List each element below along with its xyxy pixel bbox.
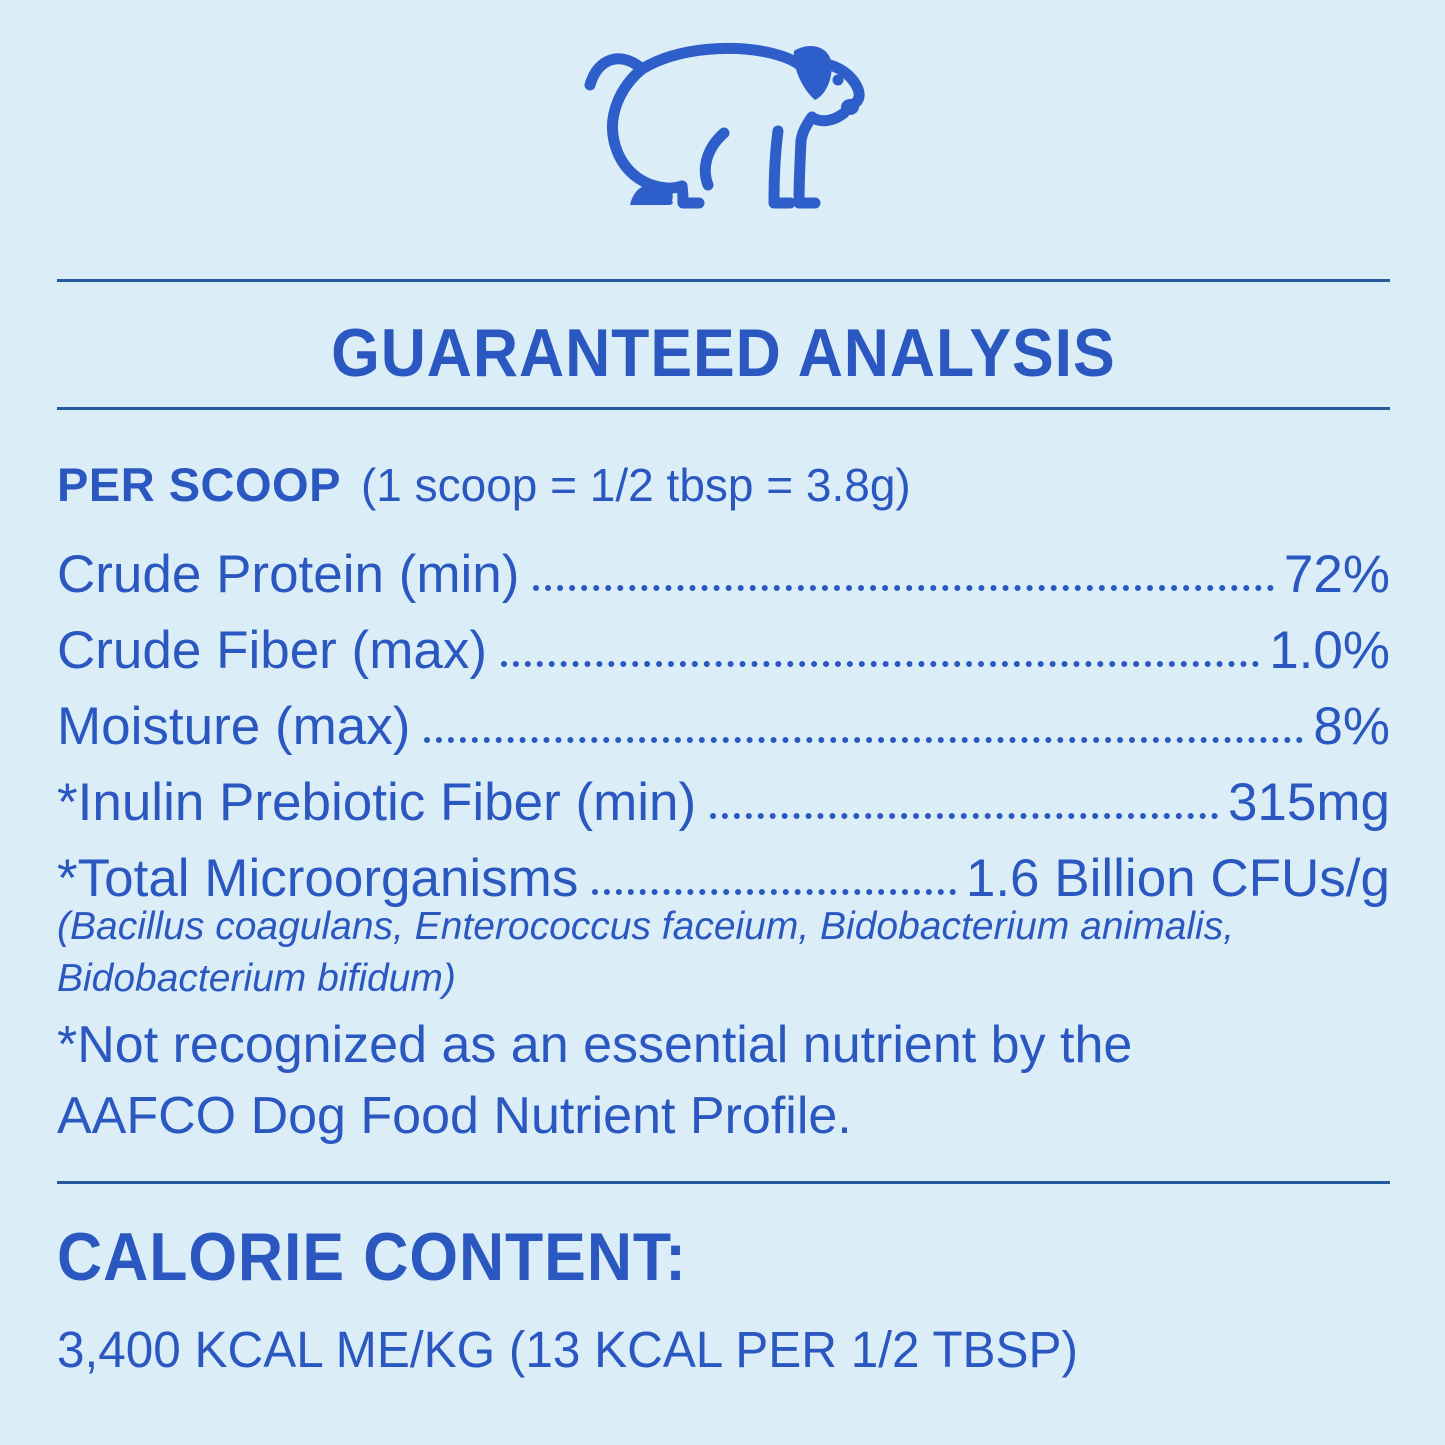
aafco-footnote: *Not recognized as an essential nutrient… xyxy=(57,1010,1390,1152)
table-row: Crude Protein (min) 72% xyxy=(57,528,1390,604)
table-row: Moisture (max) 8% xyxy=(57,680,1390,756)
nutrient-table: Crude Protein (min) 72% Crude Fiber (max… xyxy=(57,528,1390,908)
aafco-footnote-line: AAFCO Dog Food Nutrient Profile. xyxy=(57,1087,852,1145)
per-scoop-line: PER SCOOP (1 scoop = 1/2 tbsp = 3.8g) xyxy=(57,457,1390,512)
section-title-guaranteed-analysis: GUARANTEED ANALYSIS xyxy=(57,314,1390,392)
microorganisms-note-line: (Bacillus coagulans, Enterococcus faceiu… xyxy=(57,905,1235,948)
table-row: *Total Microorganisms 1.6 Billion CFUs/g xyxy=(57,832,1390,908)
calorie-content-value: 3,400 KCAL ME/KG (13 KCAL PER 1/2 TBSP) xyxy=(57,1320,1390,1379)
calorie-content-title-text: CALORIE CONTENT: xyxy=(57,1219,687,1295)
dot-leader xyxy=(710,813,1218,819)
divider-top xyxy=(57,279,1390,282)
microorganisms-note-line: Bidobacterium bifidum) xyxy=(57,957,456,1000)
aafco-footnote-line: *Not recognized as an essential nutrient… xyxy=(57,1016,1133,1074)
pooping-dog-icon xyxy=(582,25,872,215)
nutrient-value: 1.0% xyxy=(1269,620,1390,680)
divider-under-title xyxy=(57,407,1390,410)
nutrient-value: 1.6 Billion CFUs/g xyxy=(965,848,1390,908)
per-scoop-label: PER SCOOP xyxy=(57,458,341,511)
nutrient-value: 8% xyxy=(1313,696,1390,756)
dot-leader xyxy=(424,737,1304,743)
nutrient-label: *Inulin Prebiotic Fiber (min) xyxy=(57,772,697,832)
nutrient-label: *Total Microorganisms xyxy=(57,848,579,908)
nutrient-label: Moisture (max) xyxy=(57,696,411,756)
dot-leader xyxy=(500,661,1260,667)
nutrient-value: 72% xyxy=(1283,544,1390,604)
dot-leader xyxy=(592,889,956,895)
per-scoop-detail: (1 scoop = 1/2 tbsp = 3.8g) xyxy=(360,459,911,511)
table-row: *Inulin Prebiotic Fiber (min) 315mg xyxy=(57,756,1390,832)
nutrient-label: Crude Protein (min) xyxy=(57,544,520,604)
calorie-content-value-text: 3,400 KCAL ME/KG (13 KCAL PER 1/2 TBSP) xyxy=(57,1321,1079,1378)
table-row: Crude Fiber (max) 1.0% xyxy=(57,604,1390,680)
divider-calorie-section xyxy=(57,1181,1390,1184)
dot-leader xyxy=(533,585,1274,591)
section-title-text: GUARANTEED ANALYSIS xyxy=(331,315,1116,391)
nutrient-value: 315mg xyxy=(1227,772,1390,832)
microorganisms-species-note: (Bacillus coagulans, Enterococcus faceiu… xyxy=(57,901,1390,1005)
nutrient-label: Crude Fiber (max) xyxy=(57,620,487,680)
calorie-content-title: CALORIE CONTENT: xyxy=(57,1218,1390,1296)
